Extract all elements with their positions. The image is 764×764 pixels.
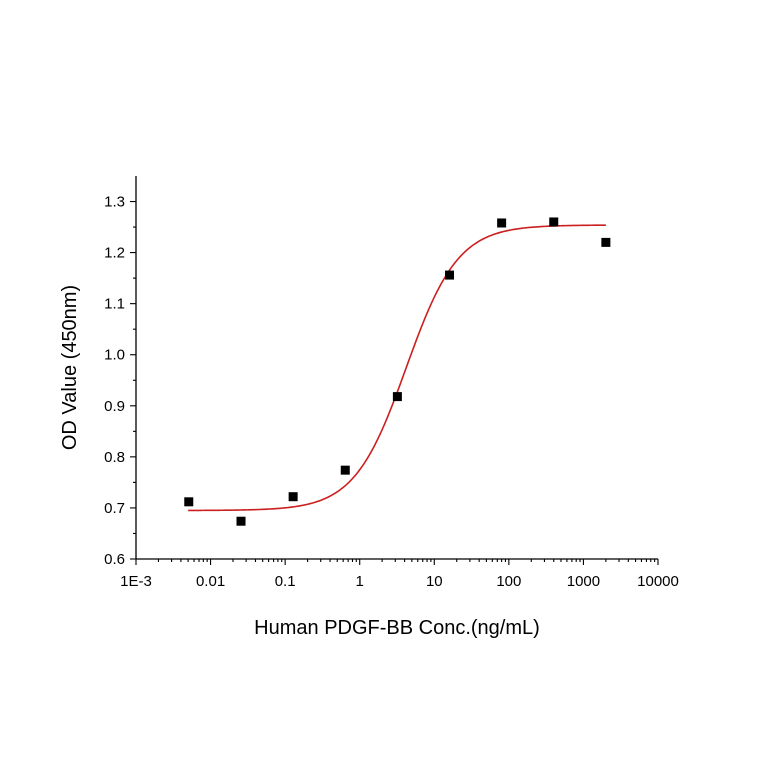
- data-point: [184, 497, 194, 507]
- data-point: [445, 270, 455, 280]
- y-axis-ticks: 0.6 0.7 0.8 0.9 1.0 1.1 1.2 1.3: [104, 194, 136, 568]
- x-tick-label: 0.1: [275, 573, 296, 590]
- x-tick-label: 100: [496, 573, 521, 590]
- x-tick-label: 1: [356, 573, 364, 590]
- x-tick-label: 1E-3: [120, 573, 152, 590]
- data-point: [340, 465, 350, 475]
- y-tick-label: 1.2: [104, 245, 125, 262]
- y-tick-label: 0.7: [104, 500, 125, 517]
- x-tick-label: 10000: [637, 573, 679, 590]
- data-point: [549, 217, 559, 227]
- data-point: [288, 492, 298, 502]
- y-tick-label: 0.9: [104, 398, 125, 415]
- x-tick-label: 0.01: [196, 573, 225, 590]
- fit-curve: [188, 224, 606, 512]
- x-tick-label: 1000: [567, 573, 600, 590]
- y-tick-label: 0.8: [104, 449, 125, 466]
- x-axis-title: Human PDGF-BB Conc.(ng/mL): [254, 617, 540, 639]
- x-axis-ticks: 1E-3 0.01 0.1 1 10 100 1000 10000: [120, 559, 679, 590]
- data-point: [601, 237, 611, 247]
- y-tick-label: 0.6: [104, 551, 125, 568]
- fit-curve-layer: [188, 224, 606, 512]
- data-point: [236, 516, 246, 526]
- data-point: [497, 218, 507, 228]
- y-axis-title: OD Value (450nm): [59, 285, 81, 450]
- y-tick-label: 1.0: [104, 347, 125, 364]
- data-points-layer: [184, 217, 611, 526]
- y-tick-label: 1.1: [104, 296, 125, 313]
- axes: [135, 176, 658, 560]
- data-point: [392, 392, 402, 402]
- y-tick-label: 1.3: [104, 194, 125, 211]
- x-tick-label: 10: [426, 573, 443, 590]
